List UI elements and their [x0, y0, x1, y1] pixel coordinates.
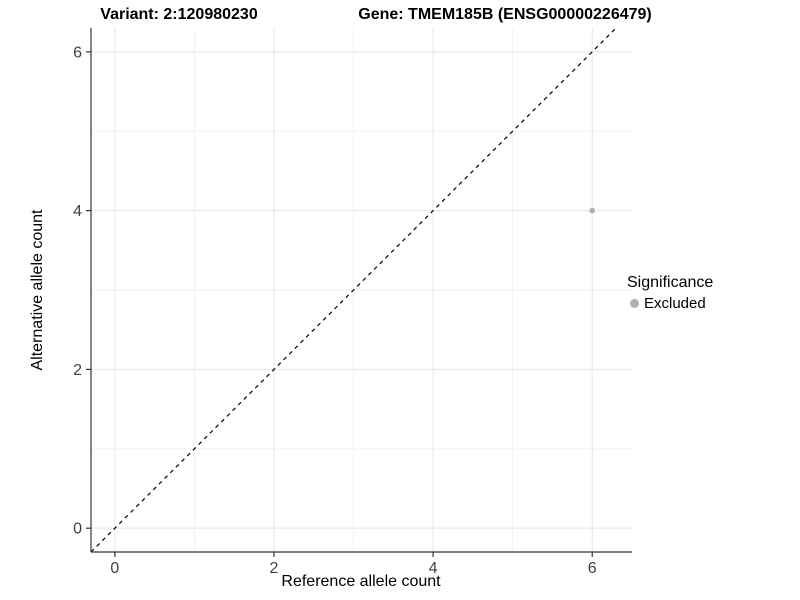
x-tick-label: 4	[429, 560, 438, 577]
gene-title: Gene: TMEM185B (ENSG00000226479)	[358, 6, 652, 23]
legend-entry-excluded: Excluded	[627, 295, 713, 312]
x-axis-title: Reference allele count	[281, 573, 441, 590]
data-point	[589, 207, 596, 214]
legend: Significance Excluded	[627, 274, 713, 312]
y-tick-label: 6	[73, 44, 82, 61]
y-tick-label: 4	[73, 203, 82, 220]
y-tick-label: 2	[73, 362, 82, 379]
x-tick-label: 2	[270, 560, 279, 577]
excluded-key-dot-icon	[630, 299, 639, 308]
variant-title: Variant: 2:120980230	[100, 6, 258, 23]
y-axis-title: Alternative allele count	[29, 209, 46, 371]
y-tick-label: 0	[73, 521, 82, 538]
x-tick-label: 6	[588, 560, 597, 577]
legend-entry-label: Excluded	[644, 295, 706, 312]
x-tick-label: 0	[110, 560, 119, 577]
identity-reference-line	[90, 27, 617, 553]
legend-title: Significance	[627, 274, 714, 291]
